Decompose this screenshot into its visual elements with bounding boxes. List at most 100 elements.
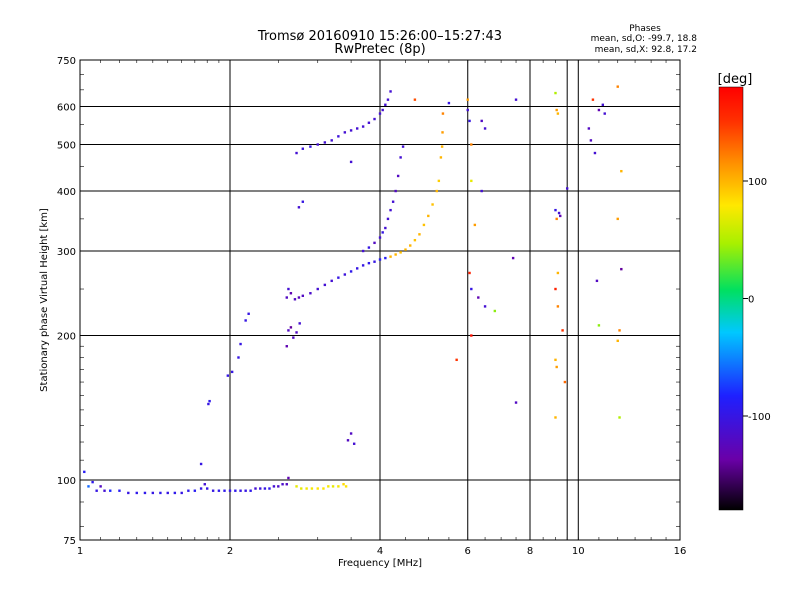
data-point [435,189,438,193]
data-point [554,287,557,291]
data-point [316,287,319,291]
data-point [556,112,560,115]
data-point [455,358,458,362]
data-point [511,256,515,260]
data-point [285,296,288,299]
data-point [466,108,469,112]
data-point [127,491,130,495]
colorbar-ticks: -100 0 100 [743,177,771,423]
data-point [386,217,390,221]
data-point [378,258,382,261]
data-point [295,331,298,334]
data-point [135,491,138,495]
x-tick-label: 6 [465,546,471,557]
data-point [361,125,365,128]
data-point [447,101,451,105]
data-point [349,270,353,273]
data-point [389,255,392,258]
colorbar-label: [deg] [718,72,753,87]
data-point [437,179,441,183]
data-point [211,489,215,492]
phases-o-line: mean, sd,O: -99.7, 18.8 [591,34,698,44]
data-point [298,322,301,325]
data-point [91,480,94,484]
grid-lines [80,60,680,540]
data-point [244,319,247,322]
data-point [431,203,434,206]
data-point [473,223,477,227]
data-point [99,485,102,488]
data-point [349,160,353,164]
data-point [616,85,619,88]
data-point [159,491,162,495]
data-point [327,485,330,488]
data-point [413,98,417,101]
data-point [493,309,497,313]
data-point [597,108,601,112]
data-point [422,223,426,227]
data-point [309,292,312,295]
data-point [259,487,262,490]
data-point [83,470,86,474]
data-point [439,156,443,159]
data-point [381,231,384,234]
data-point [620,169,623,173]
plot-frame [79,59,681,541]
data-point [239,342,242,346]
data-point [470,179,473,183]
data-point [272,485,276,488]
data-point [247,312,250,315]
y-tick-label: 200 [57,332,76,343]
data-point [427,214,430,218]
chart-title: Tromsø 20160910 15:26:00–15:27:43 [257,29,502,44]
data-point [480,119,483,123]
data-point [399,156,402,159]
data-point [228,489,232,492]
data-point [616,217,619,221]
data-point [343,131,347,134]
data-point [268,487,271,490]
data-point [331,485,335,488]
data-point [483,127,487,130]
data-point [441,131,444,134]
data-point [554,208,557,212]
data-point [470,287,473,291]
data-point [322,487,325,490]
chart-subtitle: RwPretec (8p) [334,42,425,57]
data-point [239,489,242,492]
data-point [620,267,623,271]
data-point [601,103,605,106]
data-point [293,298,297,301]
data-point [394,189,397,193]
data-point [555,108,558,112]
data-point [289,292,293,295]
data-point [337,135,340,138]
data-point [466,98,469,101]
data-point [381,108,384,112]
data-point [301,294,305,297]
data-point [389,90,392,93]
data-point [203,483,206,486]
data-point [151,491,155,495]
data-point [394,253,397,256]
data-point [285,483,288,486]
data-point [173,491,177,495]
data-point [396,174,400,178]
data-point [330,279,333,283]
data-point [342,483,345,486]
data-point [561,329,564,332]
data-point [386,98,390,101]
x-tick-label: 4 [377,546,383,557]
data-point [187,489,190,492]
data-point [346,439,350,442]
data-point [337,276,340,279]
data-point [618,329,621,332]
data-point [199,487,203,490]
data-point [373,241,376,245]
data-point [404,248,407,251]
data-point [384,103,387,106]
data-point [593,151,597,155]
data-point [378,236,382,239]
data-point [555,217,558,221]
